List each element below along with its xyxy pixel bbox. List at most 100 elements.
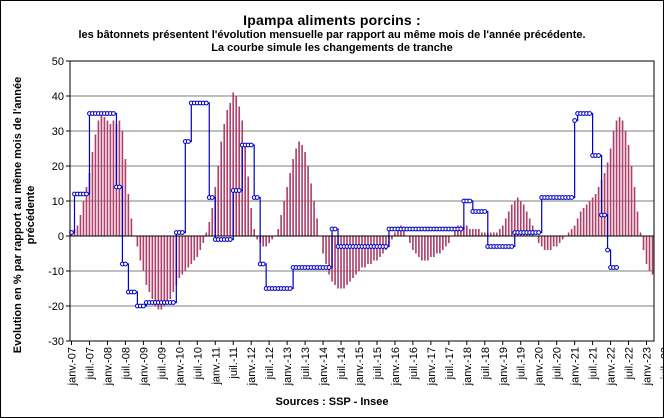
bar [474,229,477,236]
bar [418,236,420,257]
bar [130,218,133,236]
x-tick-label: janv.-19 [498,347,510,386]
bar [495,232,498,236]
x-tick-label: janv.-17 [426,347,438,386]
bar [355,236,357,275]
bar [118,120,121,236]
bar [483,232,486,236]
bar [507,211,510,236]
bar [211,208,214,236]
bar [540,236,543,247]
bar [570,229,573,236]
bar [621,120,624,236]
x-tick-label: juil.-19 [516,347,528,380]
curve-point [332,226,338,232]
x-tick-label: janv.-16 [390,347,402,386]
curve-point [509,244,515,249]
bar [292,159,294,236]
bar [492,232,495,236]
bar [289,173,291,236]
bar [627,145,630,236]
x-tick-label: janv.-14 [318,347,330,386]
bar [454,229,456,236]
bar [546,236,549,250]
bar [385,236,387,250]
curve-point [572,118,578,123]
bar [370,236,372,264]
bar [415,236,417,254]
bar [265,236,267,247]
bar [268,236,270,243]
x-tick-label: janv.-10 [174,347,186,386]
curve-point [602,212,607,218]
bar [76,225,79,236]
curve-point [326,265,332,270]
chart-source: Sources : SSP - Insee [275,396,389,408]
plot-border [69,60,655,342]
x-tick-label: juil.-15 [372,347,384,380]
curve-point [605,247,610,253]
bar [262,236,264,247]
bar [313,201,315,236]
x-tick-labels: janv.-07 juil.-07 janv.-08 juil.-08 janv.-09… [66,347,664,386]
y-tick-label: 30 [52,126,64,138]
bar [364,236,366,268]
bar [145,236,148,285]
bar [271,236,273,240]
x-tick-label: juil.-13 [300,347,312,380]
bar [346,236,348,285]
bar [412,236,414,250]
bar [603,173,606,236]
bar [310,183,312,236]
chart-title: Ipampa aliments porcins : [243,12,421,28]
curve-point [84,191,89,197]
x-tick-label: juil.-08 [120,347,132,380]
x-tick-label: juil.-22 [624,347,636,380]
bar [172,236,175,292]
bar [561,236,564,240]
bar [166,236,169,303]
bar [424,236,426,261]
bar [151,236,154,299]
bar [648,236,651,271]
bar [573,225,576,236]
x-tick-label: juil.-10 [192,347,204,380]
bar [337,236,339,289]
curve-point [131,289,137,295]
bar [594,194,597,236]
bar [397,229,399,236]
bar [576,218,579,236]
bar [468,229,471,236]
y-tick-label: 40 [52,91,64,103]
curve-point [536,230,542,235]
bar [639,232,642,236]
bar [286,187,288,236]
bar [112,120,115,236]
x-tick-label: juil.-18 [480,347,492,380]
x-tick-label: janv.-13 [282,347,294,386]
bar [567,232,570,236]
bar [465,225,468,236]
bar [549,236,552,250]
curve-point [248,142,254,148]
bar [343,236,345,289]
bar [642,236,645,250]
bar [307,166,309,236]
bar [394,232,396,236]
bar [433,236,435,257]
x-tick-label: janv.-07 [66,347,78,386]
bar [103,117,106,236]
x-tick-label: janv.-23 [642,347,654,386]
bar [430,236,432,257]
curve-point [209,195,215,200]
curve-point [117,184,122,190]
bar [160,236,163,310]
x-tick-label: juil.-20 [552,347,564,380]
bar [471,229,474,236]
bar [247,176,250,236]
bar [199,236,202,250]
bar [519,201,522,236]
bar [555,236,558,247]
bar [585,204,588,236]
